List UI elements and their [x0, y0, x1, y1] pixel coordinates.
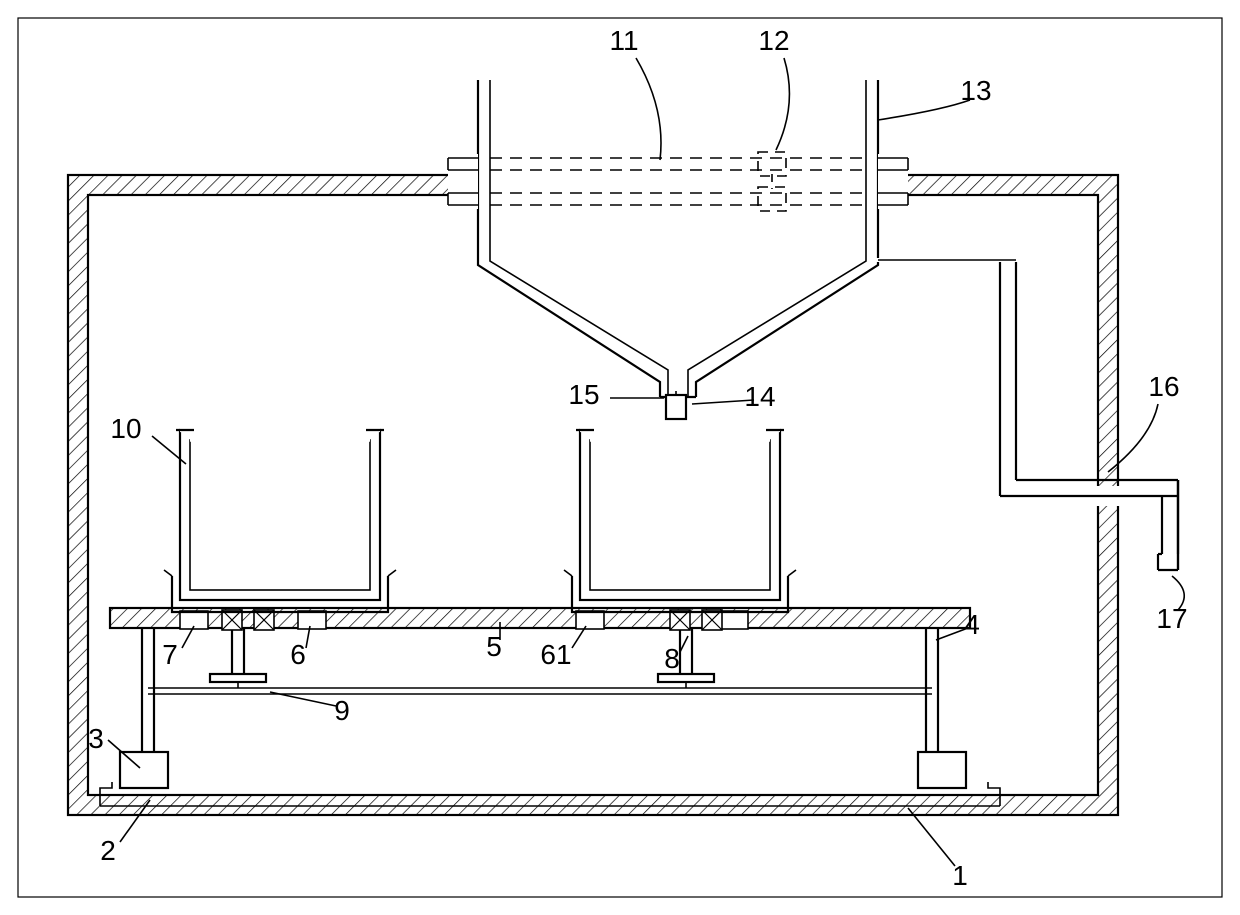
label-13: 13: [960, 75, 991, 106]
container-right: [580, 430, 780, 600]
label-17: 17: [1156, 603, 1187, 634]
label-9: 9: [334, 695, 350, 726]
leader-1: [908, 808, 955, 866]
label-14: 14: [744, 381, 775, 412]
label-5: 5: [486, 631, 502, 662]
label-4: 4: [964, 609, 980, 640]
label-6: 6: [290, 639, 306, 670]
label-8: 8: [664, 643, 680, 674]
socket-2: [576, 611, 604, 629]
hanger-disc-right: [658, 674, 714, 682]
hopper-mask: [478, 80, 878, 397]
label-12: 12: [758, 25, 789, 56]
container-left: [180, 430, 380, 600]
label-15: 15: [568, 379, 599, 410]
label-16: 16: [1148, 371, 1179, 402]
socket-3: [720, 611, 748, 629]
label-7: 7: [162, 639, 178, 670]
label-10: 10: [110, 413, 141, 444]
hanger-disc-left: [210, 674, 266, 682]
socket-1: [298, 611, 326, 629]
label-2: 2: [100, 835, 116, 866]
leader-4: [936, 628, 968, 640]
label-11: 11: [609, 25, 638, 56]
leader-8: [680, 636, 688, 652]
label-61: 61: [540, 639, 571, 670]
leader-13: [878, 100, 970, 120]
nozzle-body: [666, 395, 686, 419]
label-1: 1: [952, 860, 968, 891]
label-3: 3: [88, 723, 104, 754]
base-block-right: [918, 752, 966, 788]
